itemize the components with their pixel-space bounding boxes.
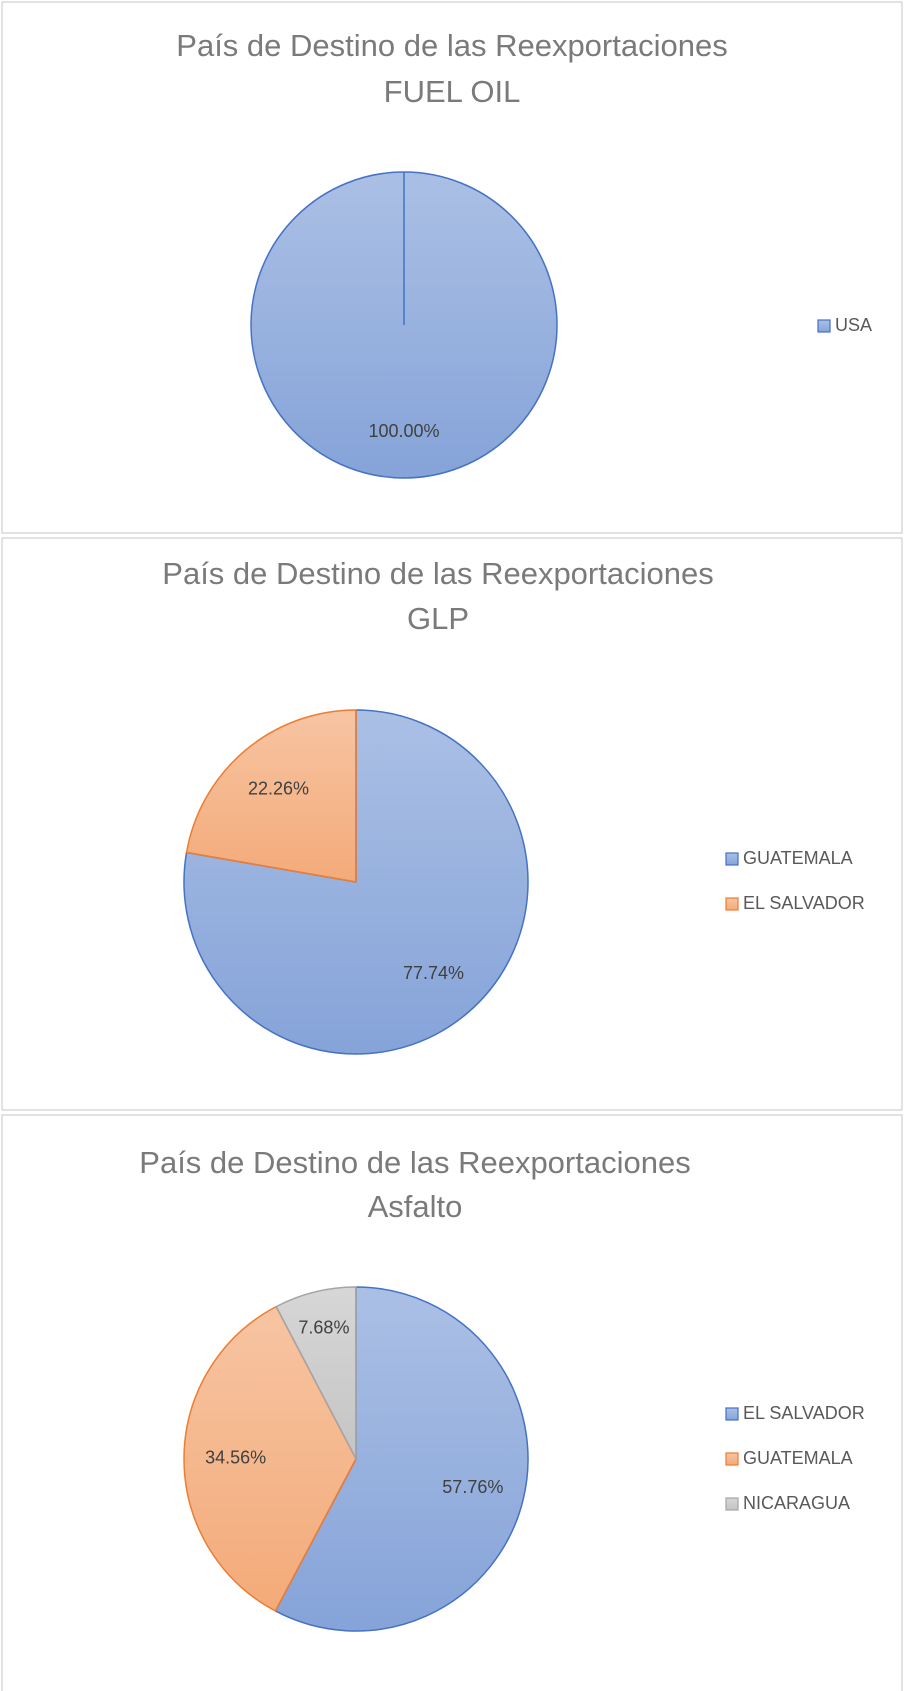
legend-swatch xyxy=(725,1407,739,1421)
legend-swatch xyxy=(817,319,831,333)
legend-swatch xyxy=(725,852,739,866)
pie-slice xyxy=(274,1286,529,1632)
legend-swatch xyxy=(725,1497,739,1511)
data-label: 100.00% xyxy=(368,421,439,441)
data-label: 7.68% xyxy=(298,1317,349,1337)
legend-label: GUATEMALA xyxy=(743,1448,853,1468)
data-label: 57.76% xyxy=(442,1477,503,1497)
legend-label: NICARAGUA xyxy=(743,1493,850,1513)
legend-label: USA xyxy=(835,315,872,335)
chart-subtitle: Asfalto xyxy=(368,1189,463,1224)
chart-subtitle: FUEL OIL xyxy=(384,74,521,109)
chart-title: País de Destino de las Reexportaciones xyxy=(176,28,727,63)
pie-slice xyxy=(183,1305,357,1612)
chart-title: País de Destino de las Reexportaciones xyxy=(139,1145,690,1180)
chart-subtitle: GLP xyxy=(407,601,469,636)
legend-label: EL SALVADOR xyxy=(743,893,865,913)
data-label: 22.26% xyxy=(248,779,309,799)
legend-label: GUATEMALA xyxy=(743,848,853,868)
legend-label: EL SALVADOR xyxy=(743,1403,865,1423)
pie-slice xyxy=(185,709,357,883)
pie-slice xyxy=(275,1286,357,1460)
data-label: 77.74% xyxy=(403,963,464,983)
legend-swatch xyxy=(725,1452,739,1466)
data-label: 34.56% xyxy=(205,1447,266,1467)
chart-title: País de Destino de las Reexportaciones xyxy=(162,556,713,591)
legend-swatch xyxy=(725,897,739,911)
